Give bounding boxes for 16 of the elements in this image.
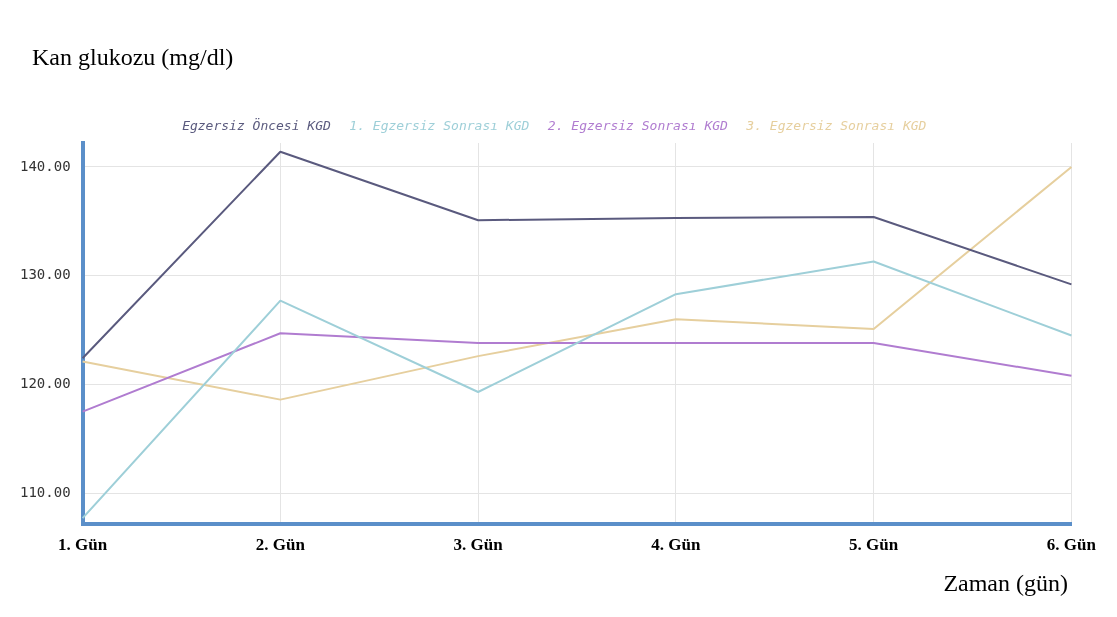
y-tick-label: 140.00 — [19, 157, 71, 174]
x-axis-title: Zaman (gün) — [943, 570, 1068, 597]
x-tick-label: 2. Gün — [255, 535, 306, 555]
y-tick-label: 130.00 — [19, 266, 71, 283]
x-tick-label: 4. Gün — [651, 535, 701, 555]
x-tick-label: 3. Gün — [453, 535, 504, 555]
y-axis-title: Kan glukozu (mg/dl) — [32, 44, 234, 71]
text: 2. Egzersiz Sonrası KGD — [547, 117, 729, 133]
y-tick-label: 120.00 — [19, 375, 71, 392]
x-tick-label: 6. Gün — [1046, 535, 1097, 555]
y-tick-label: 110.00 — [19, 483, 71, 500]
x-tick-label: 5. Gün — [849, 535, 899, 555]
text: Egzersiz Öncesi KGD — [182, 116, 332, 133]
x-tick-label: 1. Gün — [58, 535, 108, 555]
text: 1. Egzersiz Sonrası KGD — [349, 117, 530, 133]
text: 3. Egzersiz Sonrası KGD — [745, 117, 927, 133]
